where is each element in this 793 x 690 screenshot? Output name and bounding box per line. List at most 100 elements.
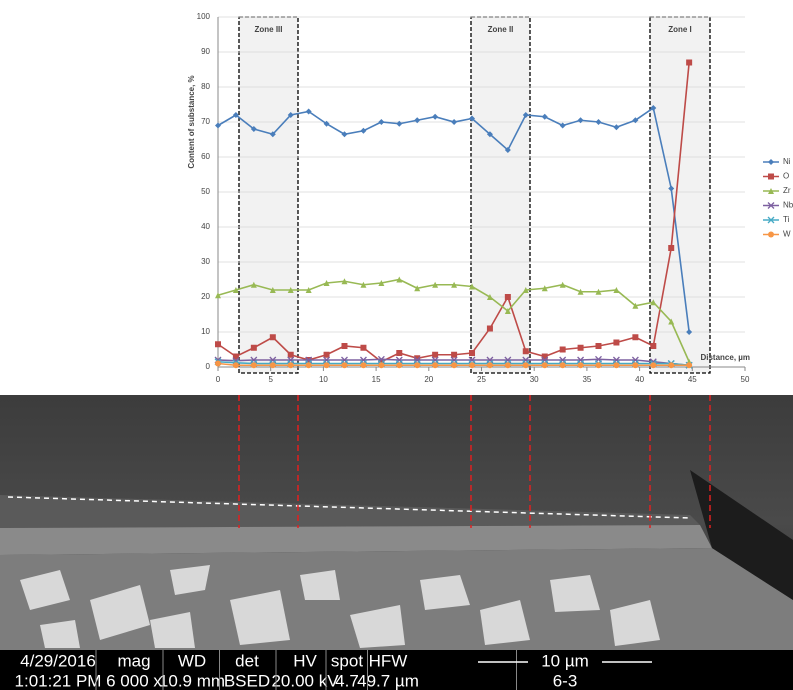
y-tick-label: 90 [201,47,210,56]
point [469,115,476,122]
point [360,281,367,288]
point [451,351,458,358]
y-tick-label: 10 [201,327,210,336]
point [396,276,403,283]
point [396,120,403,127]
point [341,343,348,349]
info-value: BSED [224,671,270,690]
point [632,362,639,369]
point [668,245,675,251]
info-bar [0,650,793,690]
point [215,292,221,299]
point [287,112,294,118]
point [595,343,602,349]
point [595,119,602,125]
point [504,308,511,314]
y-tick-label: 80 [201,82,210,91]
point [577,117,584,124]
info-value: 20.00 kV [271,671,339,690]
point [613,362,620,369]
point [768,231,774,238]
legend-label: Nb [783,201,793,210]
point [668,362,675,369]
point [522,362,529,369]
point [341,278,348,285]
legend-label: O [783,172,789,181]
point [378,119,385,125]
y-tick-label: 60 [201,152,210,161]
x-axis-label: Distance, µm [700,353,750,362]
point [686,362,693,369]
point [486,362,493,369]
point [559,346,566,353]
point [287,351,294,358]
point [768,173,774,180]
point [269,287,276,293]
point [522,112,529,118]
point [504,294,511,300]
point [287,287,294,293]
point [378,362,385,369]
legend-label: Zr [783,186,791,195]
point [559,362,566,369]
point [632,302,639,309]
point [767,216,775,224]
info-header: mag [117,651,150,670]
zone-box [238,16,299,374]
x-tick-label: 50 [741,375,750,384]
point [613,287,620,293]
y-tick-label: 70 [201,117,210,126]
y-tick-label: 30 [201,257,210,266]
info-value: 1:01:21 PM [15,671,102,690]
point [305,362,312,369]
info-value: 4.7 [335,671,359,690]
info-header: 10 µm [541,651,589,670]
info-header: HV [293,651,317,670]
point [541,285,548,292]
point [432,113,439,120]
point [250,281,257,288]
x-tick-label: 40 [635,375,644,384]
zone-label: Zone II [488,25,514,34]
info-value: 6-3 [553,671,578,690]
x-tick-label: 30 [530,375,539,384]
point [504,362,511,369]
legend-label: Ni [783,157,791,166]
point [613,339,620,346]
point [650,299,657,306]
point [650,105,657,111]
point [215,360,221,367]
y-tick-label: 100 [197,12,211,21]
point [486,131,493,138]
point [432,281,439,288]
point [232,112,239,118]
point [378,280,385,286]
info-header: spot [331,651,363,670]
point [577,362,584,369]
point [360,344,367,351]
x-tick-label: 20 [424,375,433,384]
point [486,325,493,332]
point [469,350,476,356]
point [432,362,439,369]
x-tick-label: 35 [582,375,591,384]
point [414,355,421,362]
point [559,122,566,129]
point [269,131,276,138]
point [341,131,348,138]
point [396,362,403,369]
point [595,288,602,295]
sem-image [0,395,793,650]
y-tick-label: 20 [201,292,210,301]
zone-box [470,16,531,374]
legend-label: W [783,230,791,239]
info-value: 10.9 mm [159,671,225,690]
point [305,108,312,115]
x-tick-label: 10 [319,375,328,384]
point [232,362,239,369]
point [686,329,693,335]
x-tick-label: 25 [477,375,486,384]
point [269,334,276,341]
point [522,348,529,355]
point [250,344,257,351]
